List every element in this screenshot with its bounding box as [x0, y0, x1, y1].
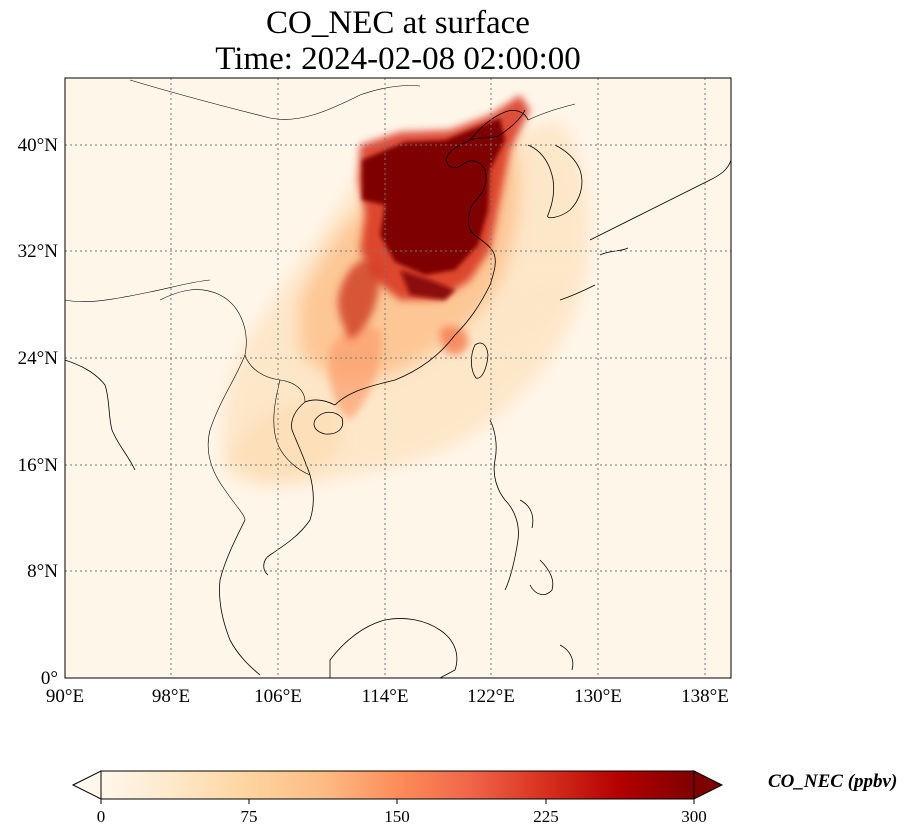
colorbar-tick-label: 0: [97, 807, 106, 826]
lat-tick-label: 0°: [41, 668, 58, 689]
colorbar-tick-label: 75: [241, 807, 258, 826]
lon-tick-label: 98°E: [152, 686, 190, 707]
colorbar-max-extend: [693, 770, 724, 800]
lon-tick-label: 122°E: [467, 686, 515, 707]
colorbar-gradient: [100, 770, 695, 800]
lat-tick-label: 32°N: [18, 241, 59, 262]
lat-tick-label: 24°N: [18, 348, 59, 369]
colorbar-label: CO_NEC (ppbv): [768, 771, 898, 792]
lon-tick-label: 130°E: [574, 686, 622, 707]
map-title: CO_NEC at surface: [266, 5, 530, 41]
colorbar: 0 75 150 225 300: [71, 770, 724, 826]
lon-tick-label: 90°E: [46, 686, 84, 707]
colorbar-tick-label: 150: [384, 807, 410, 826]
map-frame: [64, 77, 732, 679]
lat-tick-label: 8°N: [27, 561, 58, 582]
gridlines: [65, 78, 731, 678]
lon-tick-label: 106°E: [254, 686, 302, 707]
colorbar-tick-label: 225: [533, 807, 559, 826]
lat-tick-label: 16°N: [18, 455, 59, 476]
coastlines: [65, 79, 731, 678]
map-time-subtitle: Time: 2024-02-08 02:00:00: [215, 41, 581, 77]
longitude-tick-labels: 90°E 98°E 106°E 114°E 122°E 130°E 138°E: [46, 686, 729, 707]
lat-tick-label: 40°N: [18, 135, 59, 156]
colorbar-min-extend: [71, 770, 102, 800]
colorbar-tick-label: 300: [681, 807, 707, 826]
lon-tick-label: 114°E: [362, 686, 409, 707]
latitude-tick-labels: 0° 8°N 16°N 24°N 32°N 40°N: [18, 135, 59, 689]
co-concentration-field: [221, 95, 591, 487]
lon-tick-label: 138°E: [681, 686, 729, 707]
